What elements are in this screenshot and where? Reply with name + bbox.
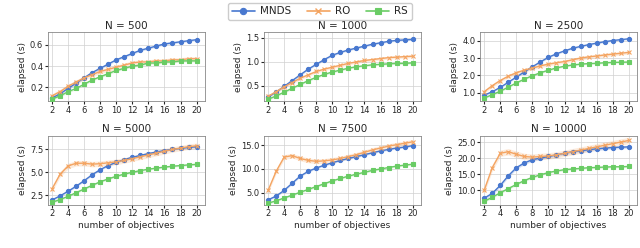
- Title: N = 2500: N = 2500: [534, 21, 583, 31]
- Y-axis label: elapsed (s): elapsed (s): [451, 42, 460, 92]
- Y-axis label: elapsed (s): elapsed (s): [18, 145, 27, 195]
- Title: N = 1000: N = 1000: [318, 21, 367, 31]
- Y-axis label: elapsed (s): elapsed (s): [18, 42, 27, 92]
- Y-axis label: elapsed (s): elapsed (s): [234, 42, 243, 92]
- Title: N = 10000: N = 10000: [531, 124, 586, 134]
- Title: N = 500: N = 500: [105, 21, 148, 31]
- X-axis label: number of objectives: number of objectives: [78, 221, 175, 230]
- Title: N = 7500: N = 7500: [318, 124, 367, 134]
- Y-axis label: elapsed (s): elapsed (s): [229, 145, 238, 195]
- X-axis label: number of objectives: number of objectives: [294, 221, 390, 230]
- X-axis label: number of objectives: number of objectives: [510, 221, 607, 230]
- Title: N = 5000: N = 5000: [102, 124, 151, 134]
- Y-axis label: elapsed (s): elapsed (s): [445, 145, 454, 195]
- Legend: MNDS, RO, RS: MNDS, RO, RS: [228, 3, 412, 20]
